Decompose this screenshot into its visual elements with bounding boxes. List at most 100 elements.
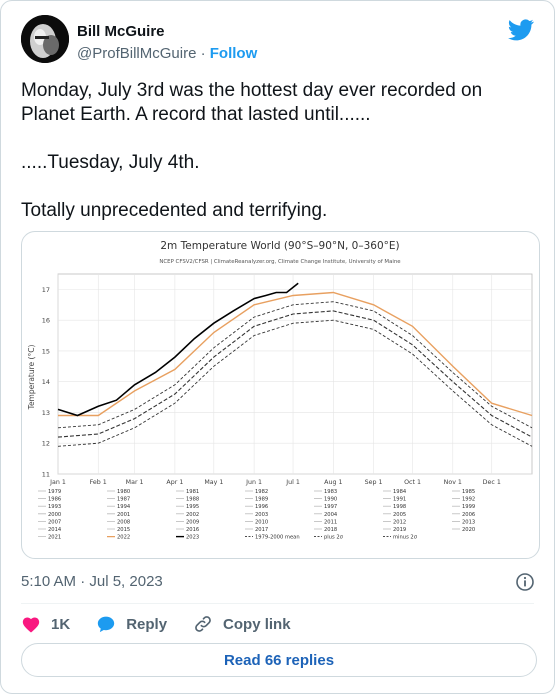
tweet-paragraph: Totally unprecedented and terrifying. (21, 200, 328, 221)
legend-label: 2000 (48, 512, 61, 518)
legend-label: 2008 (117, 519, 130, 525)
chart-title: 2m Temperature World (90°S–90°N, 0–360°E… (160, 240, 399, 252)
heart-icon (22, 617, 40, 633)
legend-label: 2007 (48, 519, 61, 525)
legend-label: 2001 (117, 512, 130, 518)
reply-label: Reply (126, 615, 168, 633)
legend-label: 2003 (255, 512, 268, 518)
series-line-minus-2- (57, 319, 533, 447)
legend-label: 2019 (393, 527, 406, 533)
x-tick-label: Dec 1 (483, 479, 501, 486)
x-tick-label: Nov 1 (444, 479, 462, 486)
x-tick-label: May 1 (204, 479, 223, 486)
tweet-timestamp[interactable]: 5:10 AM · Jul 5, 2023 (21, 573, 163, 590)
tweet-media-chart[interactable]: 2m Temperature World (90°S–90°N, 0–360°E… (21, 231, 540, 559)
legend-label: 1999 (462, 504, 475, 510)
y-tick-label: 13 (42, 409, 50, 417)
legend-label: 2006 (462, 512, 475, 518)
legend-label: 1985 (462, 489, 475, 495)
reply-button[interactable]: Reply (96, 615, 167, 633)
legend-label: 2010 (255, 519, 268, 525)
x-tick-label: Sep 1 (365, 479, 383, 486)
action-bar: 1K Reply Copy link (21, 613, 317, 635)
legend-label: 2018 (324, 527, 337, 533)
x-tick-label: Feb 1 (90, 479, 107, 486)
chart-subtitle: NCEP CFSV2/CFSR | ClimateReanalyzer.org,… (159, 259, 401, 265)
y-tick-label: 12 (42, 440, 50, 448)
legend-label: 2015 (117, 527, 130, 533)
legend-label: 2012 (393, 519, 406, 525)
legend-label: 2002 (186, 512, 199, 518)
y-tick-label: 11 (42, 471, 50, 479)
legend-label: 1988 (186, 497, 199, 503)
legend-label: 2005 (393, 512, 406, 518)
divider (21, 603, 534, 604)
legend-label: 2016 (186, 527, 199, 533)
legend-label: 1982 (255, 489, 268, 495)
y-axis-label: Temperature (°C) (27, 345, 36, 411)
series-line-1979-2000-mean (57, 310, 533, 438)
temperature-chart: 2m Temperature World (90°S–90°N, 0–360°E… (27, 240, 533, 541)
reply-bubble-icon (98, 616, 115, 633)
legend-label: 1979 (48, 489, 61, 495)
legend-label: 2022 (117, 535, 130, 541)
x-tick-label: Jan 1 (49, 479, 66, 486)
bird-icon[interactable] (508, 19, 534, 41)
legend-label: 2023 (186, 535, 199, 541)
x-tick-label: Oct 1 (404, 479, 421, 486)
author-handle-line: @ProfBillMcGuire · Follow (77, 45, 257, 62)
legend-label: 2013 (462, 519, 475, 525)
legend-label: 1986 (48, 497, 61, 503)
legend-label: 2014 (48, 527, 62, 533)
author-name[interactable]: Bill McGuire (77, 23, 165, 40)
x-tick-label: Apr 1 (166, 479, 183, 486)
x-tick-label: Aug 1 (324, 479, 342, 486)
legend-label: 2011 (324, 519, 337, 525)
legend-label: 2021 (48, 535, 61, 541)
legend-label: 1987 (117, 497, 130, 503)
legend-label: 1990 (324, 497, 337, 503)
legend-label: 2009 (186, 519, 199, 525)
legend-label: 1998 (393, 504, 406, 510)
legend-label: plus 2σ (324, 535, 344, 541)
avatar[interactable] (21, 15, 69, 63)
link-icon (195, 616, 211, 632)
follow-button[interactable]: Follow (209, 45, 258, 62)
legend-label: 2020 (462, 527, 475, 533)
read-replies-label: Read 66 replies (223, 651, 335, 669)
tweet-body: Monday, July 3rd was the hottest day eve… (21, 79, 536, 223)
y-tick-label: 14 (42, 378, 50, 386)
legend-label: 1995 (186, 504, 199, 510)
legend-label: 1997 (324, 504, 337, 510)
legend-label: 1996 (255, 504, 268, 510)
handle-separator: · (200, 45, 206, 62)
y-tick-label: 16 (42, 317, 50, 325)
legend-label: 1989 (255, 497, 268, 503)
legend-label: 2017 (255, 527, 268, 533)
y-tick-label: 17 (42, 286, 50, 294)
legend-label: 2004 (324, 512, 338, 518)
tweet-paragraph: .....Tuesday, July 4th. (21, 152, 200, 173)
info-icon[interactable] (515, 572, 535, 592)
read-replies-button[interactable]: Read 66 replies (21, 643, 537, 677)
x-tick-label: Mar 1 (126, 479, 144, 486)
author-handle[interactable]: @ProfBillMcGuire (77, 45, 197, 62)
x-tick-label: Jun 1 (245, 479, 262, 486)
legend-label: 1992 (462, 497, 475, 503)
series-line-2023 (57, 282, 299, 417)
legend-label: 1983 (324, 489, 337, 495)
series-line-2022 (58, 291, 533, 417)
like-count: 1K (51, 615, 71, 633)
legend-label: 1980 (117, 489, 130, 495)
tweet-paragraph: Monday, July 3rd was the hottest day eve… (21, 80, 488, 125)
legend-label: 1984 (393, 489, 407, 495)
legend-label: 1993 (48, 504, 61, 510)
legend-label: 1994 (117, 504, 131, 510)
like-button[interactable]: 1K (21, 615, 70, 633)
y-tick-label: 15 (42, 347, 50, 355)
series-line-plus-2- (57, 301, 533, 429)
legend-label: 1979-2000 mean (255, 535, 300, 541)
legend-label: 1981 (186, 489, 199, 495)
copy-link-button[interactable]: Copy link (193, 614, 291, 634)
